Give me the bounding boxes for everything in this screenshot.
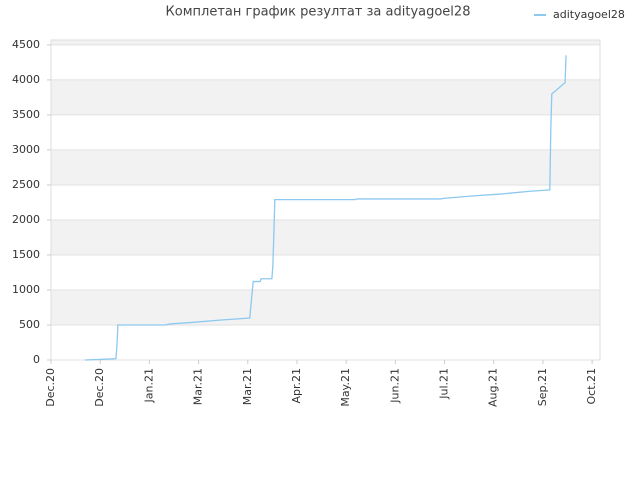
x-tick-label: Apr.21 bbox=[290, 368, 303, 404]
x-tick-label: Jan.21 bbox=[142, 368, 155, 403]
y-tick-label: 3000 bbox=[12, 143, 40, 156]
x-tick-label: Jun.21 bbox=[388, 368, 401, 404]
legend-label: adityagoel28 bbox=[553, 8, 625, 21]
y-tick-label: 3500 bbox=[12, 108, 40, 121]
chart-title: Комплетан график резултат за adityagoel2… bbox=[166, 5, 471, 20]
x-tick-label: Dec.20 bbox=[44, 368, 57, 407]
y-tick-label: 2000 bbox=[12, 213, 40, 226]
x-tick-label: Jul.21 bbox=[438, 368, 451, 400]
y-tick-label: 4500 bbox=[12, 38, 40, 51]
y-tick-label: 4000 bbox=[12, 73, 40, 86]
x-tick-label: Sep.21 bbox=[536, 368, 549, 406]
y-tick-label: 2500 bbox=[12, 178, 40, 191]
grid-band bbox=[51, 289, 600, 325]
data-line bbox=[84, 55, 567, 361]
grid-band bbox=[51, 219, 600, 255]
x-tick-label: Mar.21 bbox=[241, 368, 254, 405]
y-tick-label: 0 bbox=[33, 353, 40, 366]
x-tick-label: May.21 bbox=[339, 368, 352, 407]
x-tick-label: Oct.21 bbox=[585, 368, 598, 405]
grid-band bbox=[51, 149, 600, 185]
grid-band bbox=[51, 79, 600, 115]
y-tick-label: 1500 bbox=[12, 248, 40, 261]
x-tick-label: Dec.20 bbox=[93, 368, 106, 407]
grid-band bbox=[51, 40, 600, 45]
x-tick-label: Mar.21 bbox=[192, 368, 205, 405]
y-tick-label: 1000 bbox=[12, 283, 40, 296]
y-tick-label: 500 bbox=[19, 318, 40, 331]
x-tick-label: Aug.21 bbox=[487, 368, 500, 407]
